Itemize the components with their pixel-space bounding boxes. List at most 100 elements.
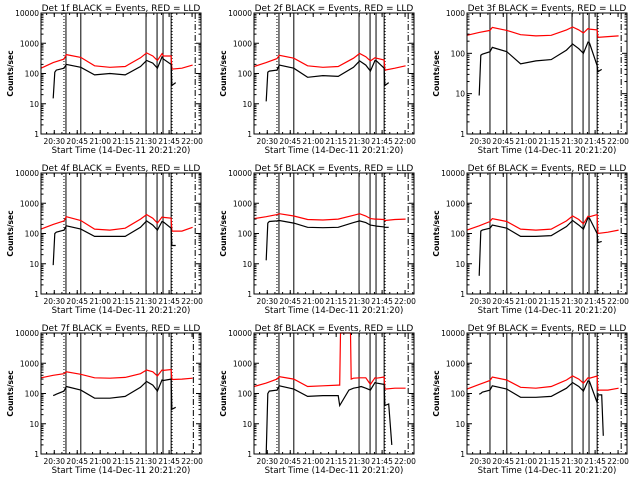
y-tick-label: 100 — [451, 230, 466, 239]
x-tick-label: 20:30 — [43, 297, 65, 306]
chart-title: Det 6f BLACK = Events, RED = LLD — [468, 164, 627, 174]
x-tick-label: 20:30 — [256, 297, 278, 306]
x-axis-label: Start Time (14-Dec-11 20:21:20) — [265, 306, 404, 316]
series-events — [265, 219, 389, 261]
y-tick-label: 100 — [451, 390, 466, 399]
x-tick-label: 20:30 — [256, 137, 278, 146]
x-tick-label: 21:45 — [371, 297, 393, 306]
series-events — [265, 381, 393, 455]
x-tick-label: 21:00 — [89, 137, 111, 146]
y-axis-label: Counts/sec — [432, 50, 441, 96]
y-tick-label: 10 — [242, 420, 252, 429]
x-tick-label: 21:15 — [325, 297, 347, 306]
panel-det-3: Det 3f BLACK = Events, RED = LLD 1 10 100 10… — [432, 4, 629, 156]
panel-det-4: Det 4f BLACK = Events, RED = LLD 1 10 100 10… — [6, 164, 203, 316]
y-tick-label: 10000 — [228, 169, 252, 178]
x-tick-label: 22:00 — [394, 297, 416, 306]
y-tick-label: 10000 — [228, 329, 252, 338]
y-tick-label: 10 — [455, 90, 465, 99]
panel-det-2: Det 2f BLACK = Events, RED = LLD 1 10 100 10… — [219, 4, 416, 156]
plot-frame — [466, 12, 628, 135]
series-events — [52, 220, 176, 266]
panel-det-9: Det 9f BLACK = Events, RED = LLD 1 10 100 10… — [432, 324, 629, 476]
x-axis-label: Start Time (14-Dec-11 20:21:20) — [52, 146, 191, 156]
y-tick-label: 10000 — [441, 329, 465, 338]
x-tick-label: 21:15 — [538, 297, 560, 306]
x-tick-label: 21:00 — [89, 457, 111, 466]
x-tick-label: 20:45 — [492, 297, 514, 306]
series-events — [478, 380, 604, 436]
series-events — [478, 41, 603, 96]
x-tick-label: 20:45 — [279, 297, 301, 306]
y-tick-label: 100 — [25, 70, 40, 79]
x-tick-label: 21:15 — [538, 137, 560, 146]
x-tick-label: 22:00 — [607, 297, 629, 306]
plot-frame — [466, 332, 628, 455]
x-tick-label: 21:45 — [371, 457, 393, 466]
x-tick-label: 22:00 — [181, 457, 203, 466]
y-axis-label: Counts/sec — [6, 370, 15, 416]
y-tick-label: 1000 — [446, 9, 465, 18]
plot-frame — [253, 12, 415, 135]
y-tick-label: 100 — [25, 390, 40, 399]
y-tick-label: 1 — [460, 130, 465, 139]
series-events — [52, 378, 176, 411]
plot-frame — [40, 332, 202, 455]
chart-title: Det 5f BLACK = Events, RED = LLD — [255, 164, 414, 174]
x-tick-label: 21:15 — [325, 137, 347, 146]
y-tick-label: 1 — [247, 450, 252, 459]
chart-title: Det 7f BLACK = Events, RED = LLD — [42, 324, 201, 334]
x-tick-label: 21:30 — [348, 137, 370, 146]
panel-det-8: Det 8f BLACK = Events, RED = LLD 1 10 100 10… — [219, 324, 416, 476]
y-tick-label: 1000 — [233, 39, 252, 48]
panel-det-5: Det 5f BLACK = Events, RED = LLD 1 10 100 10… — [219, 164, 416, 316]
chart-title: Det 1f BLACK = Events, RED = LLD — [42, 4, 201, 14]
plot-frame — [40, 172, 202, 295]
series-lld — [40, 52, 193, 70]
y-tick-label: 100 — [25, 230, 40, 239]
series-lld — [466, 26, 619, 38]
x-tick-label: 20:45 — [66, 457, 88, 466]
series-lld — [253, 332, 406, 390]
x-axis-label: Start Time (14-Dec-11 20:21:20) — [52, 466, 191, 476]
x-tick-label: 22:00 — [607, 137, 629, 146]
x-tick-label: 20:45 — [66, 297, 88, 306]
y-tick-label: 100 — [238, 230, 253, 239]
x-tick-label: 22:00 — [394, 137, 416, 146]
x-tick-label: 20:30 — [469, 457, 491, 466]
y-axis-label: Counts/sec — [219, 50, 228, 96]
x-tick-label: 22:00 — [181, 297, 203, 306]
y-tick-label: 10000 — [228, 9, 252, 18]
y-tick-label: 1 — [34, 290, 39, 299]
x-tick-label: 21:00 — [89, 297, 111, 306]
x-tick-label: 21:15 — [538, 457, 560, 466]
x-axis-label: Start Time (14-Dec-11 20:21:20) — [478, 466, 617, 476]
chart-title: Det 2f BLACK = Events, RED = LLD — [255, 4, 414, 14]
x-tick-label: 21:45 — [158, 137, 180, 146]
x-tick-label: 21:00 — [515, 297, 537, 306]
y-axis-label: Counts/sec — [219, 210, 228, 256]
x-tick-label: 21:45 — [584, 457, 606, 466]
x-axis-label: Start Time (14-Dec-11 20:21:20) — [478, 146, 617, 156]
series-lld — [253, 213, 406, 222]
y-tick-label: 1 — [460, 450, 465, 459]
y-tick-label: 10 — [242, 100, 252, 109]
panel-det-6: Det 6f BLACK = Events, RED = LLD 1 10 100 10… — [432, 164, 629, 316]
x-tick-label: 22:00 — [181, 137, 203, 146]
plot-frame — [40, 12, 202, 135]
y-axis-label: Counts/sec — [6, 50, 15, 96]
y-tick-label: 10 — [455, 420, 465, 429]
x-tick-label: 20:45 — [492, 457, 514, 466]
x-axis-label: Start Time (14-Dec-11 20:21:20) — [478, 306, 617, 316]
x-tick-label: 21:00 — [515, 137, 537, 146]
x-tick-label: 21:15 — [112, 297, 134, 306]
x-tick-label: 21:30 — [135, 137, 157, 146]
x-tick-label: 20:30 — [469, 137, 491, 146]
x-tick-label: 21:30 — [348, 457, 370, 466]
series-lld — [253, 52, 406, 71]
plot-frame — [466, 172, 628, 295]
plot-frame — [253, 332, 415, 455]
x-tick-label: 21:30 — [561, 457, 583, 466]
x-tick-label: 21:45 — [158, 457, 180, 466]
